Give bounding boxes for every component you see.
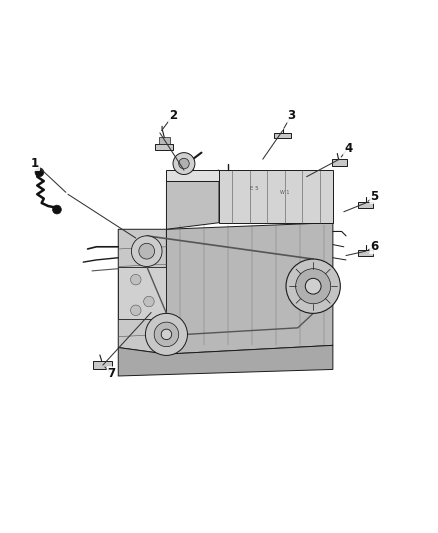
Polygon shape (118, 345, 333, 376)
Circle shape (154, 322, 179, 346)
Circle shape (286, 259, 340, 313)
Circle shape (131, 305, 141, 316)
Circle shape (179, 158, 189, 169)
Text: 2: 2 (169, 109, 177, 122)
Circle shape (139, 243, 155, 259)
Circle shape (131, 236, 162, 266)
Circle shape (35, 168, 44, 177)
Polygon shape (166, 170, 219, 181)
Circle shape (145, 313, 187, 356)
Circle shape (131, 274, 141, 285)
Text: 7: 7 (108, 367, 116, 381)
Circle shape (296, 269, 331, 304)
Circle shape (161, 329, 172, 340)
Polygon shape (159, 138, 170, 144)
Text: 1: 1 (31, 157, 39, 170)
Polygon shape (93, 361, 112, 368)
Polygon shape (332, 159, 347, 166)
Polygon shape (358, 201, 373, 208)
Polygon shape (166, 223, 333, 354)
Text: E 5: E 5 (250, 186, 258, 191)
Polygon shape (118, 266, 166, 319)
Circle shape (305, 278, 321, 294)
Circle shape (53, 205, 61, 214)
Polygon shape (274, 133, 291, 138)
Polygon shape (155, 144, 173, 150)
Text: W 1: W 1 (280, 190, 290, 195)
Text: 4: 4 (344, 142, 352, 155)
Text: 5: 5 (371, 190, 378, 203)
Circle shape (144, 296, 154, 307)
Text: 3: 3 (287, 109, 295, 122)
Text: 6: 6 (371, 240, 378, 253)
Circle shape (173, 152, 195, 174)
Polygon shape (118, 229, 166, 354)
Polygon shape (358, 250, 373, 256)
Polygon shape (166, 170, 219, 229)
Polygon shape (219, 170, 333, 223)
